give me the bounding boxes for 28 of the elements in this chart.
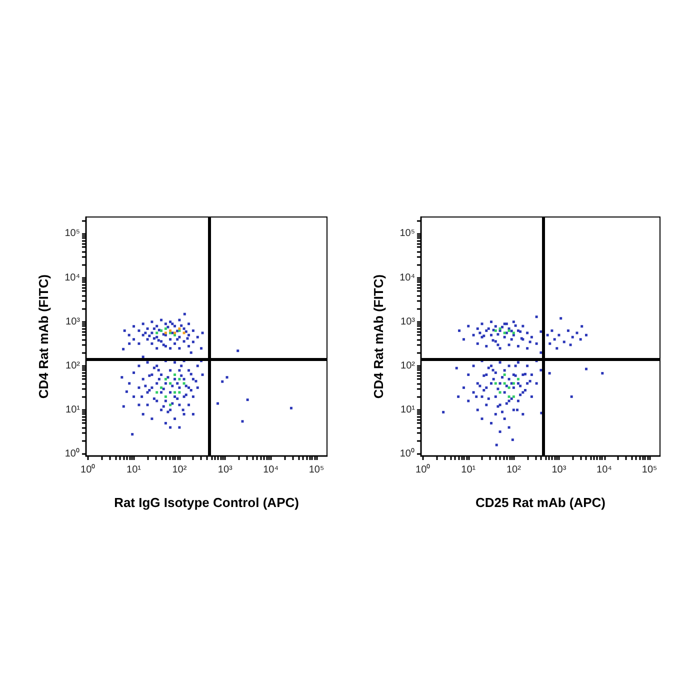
x-tick-label: 10¹ [126,464,142,476]
x-tick-label: 10⁴ [263,464,279,476]
y-tick-label: 10³ [400,316,416,328]
y-tick-label: 10⁵ [400,228,415,240]
y-tick-label: 10² [66,360,81,372]
x-tick-label: 10² [172,464,188,476]
y-tick-label: 10³ [66,316,81,328]
x-tick-label: 10⁰ [416,464,431,476]
y-tick-label: 10⁵ [64,228,80,240]
x-tick-label: 10³ [218,464,234,476]
x-axis-title: Rat IgG Isotype Control (APC) [114,495,299,510]
y-tick-label: 10⁴ [400,272,415,284]
x-tick-label: 10² [506,464,522,476]
x-tick-label: 10⁵ [308,464,324,476]
x-tick-label: 10⁰ [80,464,96,476]
y-axis-title: CD4 Rat mAb (FITC) [36,274,51,399]
y-tick-label: 10¹ [66,404,81,416]
x-tick-label: 10¹ [461,464,476,476]
y-tick-label: 10⁰ [64,447,80,460]
x-tick-label: 10³ [552,464,567,476]
x-tick-label: 10⁴ [596,464,612,476]
y-tick-label: 10⁰ [400,447,415,460]
y-axis-title: CD4 Rat mAb (FITC) [371,274,386,399]
y-tick-label: 10¹ [400,404,416,416]
y-tick-label: 10⁴ [64,272,80,284]
x-tick-label: 10⁵ [642,464,658,476]
x-axis-title: CD25 Rat mAb (APC) [475,495,606,510]
y-tick-label: 10² [400,360,416,372]
